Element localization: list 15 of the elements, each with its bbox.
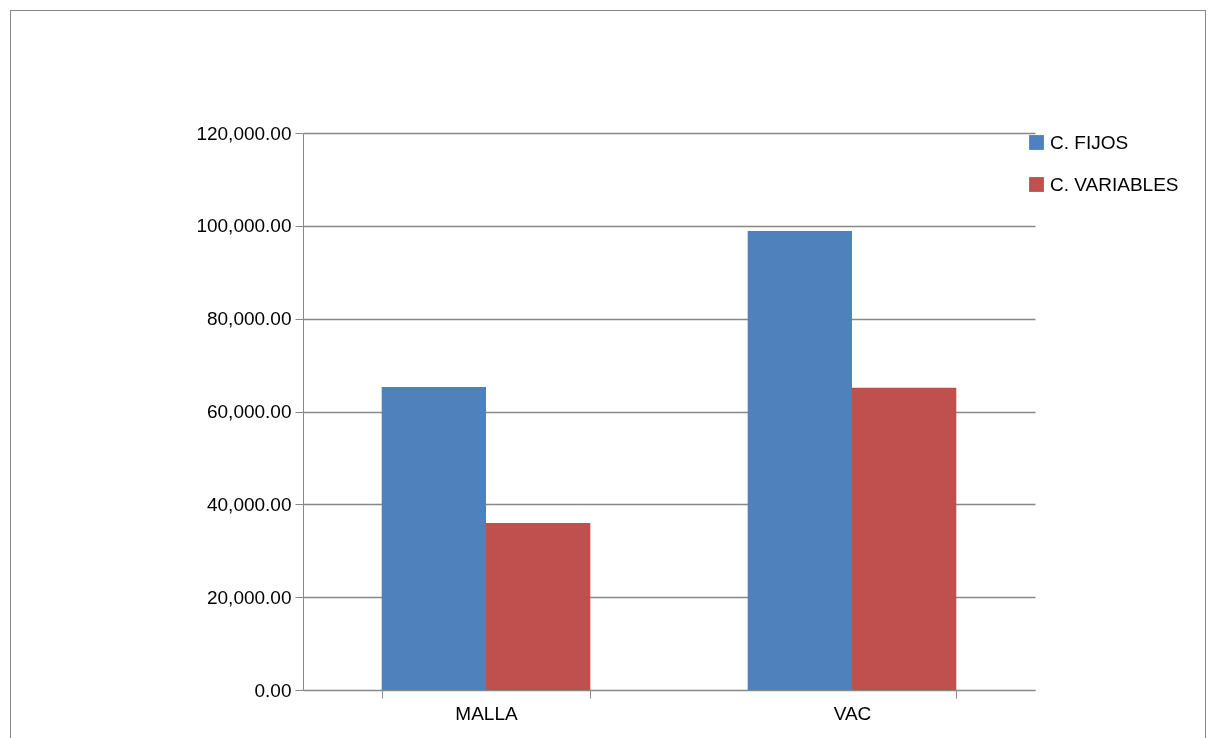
legend-label: C. VARIABLES	[1050, 173, 1179, 195]
y-tick-label: 20,000.00	[206, 586, 292, 608]
bar	[381, 386, 486, 690]
legend-label: C. FIJOS	[1050, 131, 1129, 153]
x-tick-label: MALLA	[455, 702, 518, 724]
bar	[747, 230, 852, 690]
bar	[486, 522, 591, 690]
x-tick-label: VAC	[833, 702, 872, 724]
y-tick-label: 100,000.00	[196, 215, 292, 237]
bar	[852, 387, 957, 690]
y-tick-label: 0.00	[254, 679, 292, 701]
y-tick-label: 120,000.00	[196, 122, 292, 144]
y-tick-label: 80,000.00	[206, 308, 292, 330]
y-tick-label: 60,000.00	[206, 401, 292, 422]
y-tick-label: 40,000.00	[206, 493, 292, 515]
